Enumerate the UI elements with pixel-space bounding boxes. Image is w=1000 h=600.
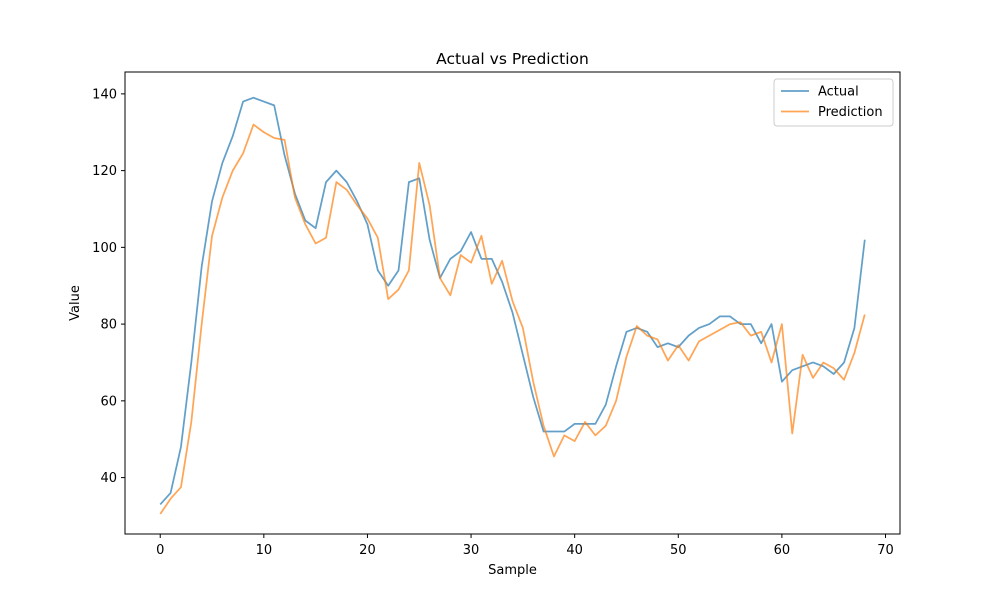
y-tick-label: 60: [100, 394, 117, 409]
x-axis-label: Sample: [488, 563, 537, 578]
legend: Actual Prediction: [773, 78, 894, 127]
series-line-actual: [159, 96, 866, 506]
y-tick-label: 80: [100, 318, 117, 333]
y-axis-label: Value: [68, 285, 83, 321]
y-tick-label: 100: [92, 241, 117, 256]
x-tick-label: 10: [256, 543, 273, 558]
chart-title: Actual vs Prediction: [436, 50, 589, 68]
y-tick-label: 140: [92, 87, 117, 102]
y-tick-label: 40: [100, 471, 117, 486]
x-tick-label: 30: [463, 543, 480, 558]
legend-label-actual: Actual: [818, 85, 859, 100]
x-tick-label: 50: [670, 543, 687, 558]
x-tick-label: 0: [156, 543, 164, 558]
plot-area: [159, 96, 866, 515]
x-tick-label: 60: [774, 543, 791, 558]
legend-label-prediction: Prediction: [818, 105, 883, 120]
x-tick-label: 40: [566, 543, 583, 558]
plot-frame: [124, 71, 901, 535]
y-tick-label: 120: [92, 164, 117, 179]
x-tick-label: 20: [359, 543, 376, 558]
series-line-prediction: [159, 123, 866, 515]
x-tick-label: 70: [877, 543, 894, 558]
